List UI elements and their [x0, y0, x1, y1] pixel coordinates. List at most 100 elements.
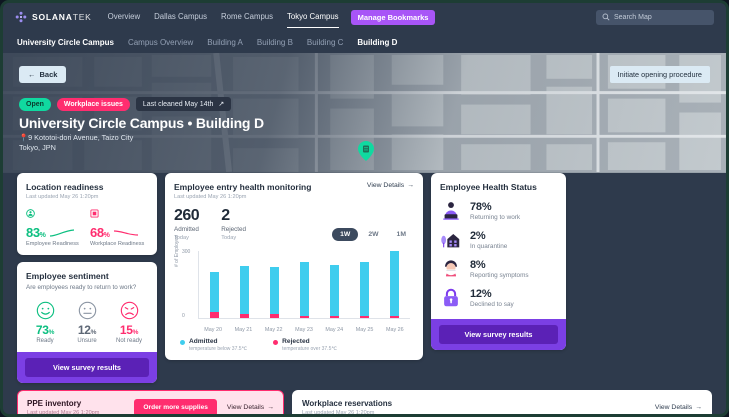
entry-monitoring-chart[interactable]: # of Employee 300 0 May 20 May 21 May 22 Ma… — [174, 235, 414, 333]
person-mask-icon — [445, 260, 457, 277]
reservations-view-details-label: View Details — [654, 403, 693, 411]
chart-x-tick-label: May 22 — [264, 327, 283, 333]
lock-icon — [444, 288, 458, 307]
subnav-item-building-b[interactable]: Building B — [256, 37, 293, 47]
manage-bookmarks-button[interactable]: Manage Bookmarks — [350, 9, 436, 25]
chart-bar[interactable] — [360, 251, 370, 318]
subnav-item-building-d[interactable]: Building D — [357, 37, 398, 47]
top-navigation-bar: SOLANATEK Overview Dallas Campus Rome Ca… — [3, 3, 726, 31]
search-input[interactable]: Search Map — [596, 9, 714, 25]
subnav-item-building-c[interactable]: Building C — [306, 37, 344, 47]
workplace-readiness-value: 68% — [90, 225, 110, 240]
status-badges: Open Workplace issues Last cleaned May 1… — [19, 97, 232, 111]
employee-sentiment-title: Employee sentiment — [26, 271, 109, 281]
initiate-opening-procedure-button[interactable]: Initiate opening procedure — [609, 66, 710, 83]
chart-ytick-max: 300 — [182, 249, 191, 255]
sentiment-ready: 73% Ready — [26, 301, 64, 344]
nav-item-rome-campus[interactable]: Rome Campus — [221, 12, 274, 21]
health-status-item-quarantine: 2% In quarantine — [440, 229, 557, 251]
sentiment-card-footer: View survey results — [17, 351, 157, 383]
chart-bar[interactable] — [209, 251, 219, 318]
legend-rejected-name: Rejected — [282, 338, 310, 345]
nav-item-tokyo-campus[interactable]: Tokyo Campus — [287, 6, 339, 28]
health-status-quarantine-label: In quarantine — [470, 243, 508, 250]
status-badge-last-cleaned[interactable]: Last cleaned May 14th ↗ — [135, 97, 232, 111]
health-status-symptoms-value: 8% — [470, 259, 486, 271]
employee-sentiment-card: Employee sentiment Are employees ready t… — [17, 262, 157, 383]
arrow-right-icon: → — [267, 403, 274, 411]
dashboard-main-row: Location readiness Last updated May 26 1… — [17, 173, 712, 383]
health-status-returning-label: Returning to work — [470, 214, 521, 221]
chart-x-tick-label: May 25 — [355, 327, 374, 333]
admitted-value: 260 — [174, 207, 200, 224]
middle-column: Employee entry health monitoring Last up… — [165, 173, 423, 360]
chart-bar[interactable] — [269, 251, 279, 318]
workplace-reservations-title: Workplace reservations — [302, 398, 393, 408]
status-badge-open: Open — [19, 97, 51, 111]
entry-monitoring-updated: Last updated May 26 1:20pm — [174, 194, 247, 200]
back-button[interactable]: ← Back — [19, 66, 67, 83]
health-status-symptoms-label: Reporting symptoms — [470, 272, 529, 279]
health-status-item-declined: 12% Declined to say — [440, 287, 557, 309]
range-2w-button[interactable]: 2W — [368, 231, 379, 238]
view-survey-results-button-sentiment[interactable]: View survey results — [25, 357, 149, 377]
legend-dot-rejected — [273, 340, 279, 345]
entry-health-monitoring-card: Employee entry health monitoring Last up… — [165, 173, 423, 360]
subnav-item-campus-overview[interactable]: Campus Overview — [127, 37, 194, 47]
nav-item-overview[interactable]: Overview — [107, 12, 141, 21]
map-pin-building-icon[interactable] — [358, 141, 374, 161]
back-button-label: Back — [39, 70, 58, 79]
health-status-returning-value: 78% — [470, 201, 492, 213]
chart-bar[interactable] — [239, 251, 249, 318]
external-link-icon: ↗ — [218, 101, 225, 108]
sentiment-not-ready: 15% Not ready — [110, 301, 148, 344]
health-status-quarantine-value: 2% — [470, 230, 486, 242]
view-details-ppe-inventory[interactable]: View Details → — [227, 404, 274, 411]
status-badge-workplace-issues[interactable]: Workplace issues — [56, 97, 130, 111]
chart-bar-segment-rejected — [239, 313, 249, 318]
view-details-entry-monitoring[interactable]: View Details → — [367, 182, 414, 189]
search-placeholder: Search Map — [614, 13, 652, 21]
view-details-workplace-reservations[interactable]: View Details → — [655, 404, 702, 411]
view-survey-results-button-health[interactable]: View survey results — [439, 325, 558, 344]
subnav-item-building-a[interactable]: Building A — [207, 37, 243, 47]
chart-bar[interactable] — [390, 251, 400, 318]
chart-bar-segment-rejected — [360, 316, 370, 318]
chart-x-tick-label: May 24 — [325, 327, 344, 333]
ppe-inventory-updated: Last updated May 26 1:20pm — [27, 409, 100, 416]
left-column: Location readiness Last updated May 26 1… — [17, 173, 157, 383]
dashboard-content: Location readiness Last updated May 26 1… — [3, 173, 726, 414]
chart-x-tick-label: May 21 — [234, 327, 253, 333]
building-address: 📍9 Kototoi-dori Avenue, Taizo City Tokyo… — [19, 133, 134, 152]
secondary-navigation-bar: University Circle Campus Campus Overview… — [3, 31, 726, 53]
entry-monitoring-stats: 260 Admitted Today 2 Rejected Today 1W — [174, 207, 414, 241]
chart-bar-segment-admitted — [269, 266, 279, 314]
location-pin-icon: 📍 — [19, 133, 29, 142]
chart-bar-segment-rejected — [330, 316, 340, 318]
legend-admitted-name: Admitted — [189, 338, 218, 345]
chart-bar[interactable] — [299, 251, 309, 318]
health-status-item-returning: 78% Returning to work — [440, 200, 557, 222]
range-1m-button[interactable]: 1M — [396, 231, 406, 238]
subnav-item-university-circle-campus[interactable]: University Circle Campus — [17, 37, 114, 47]
health-status-declined-label: Declined to say — [470, 301, 514, 308]
order-more-supplies-button[interactable]: Order more supplies — [134, 398, 217, 414]
range-1w-button[interactable]: 1W — [332, 228, 359, 241]
chart-bar[interactable] — [330, 251, 340, 318]
arrow-right-icon: → — [695, 403, 702, 411]
employee-readiness-metric: 83% Employee Readiness — [26, 207, 84, 247]
employee-health-status-card: Employee Health Status 78% — [431, 173, 566, 350]
admitted-stat: 260 Admitted Today — [174, 207, 200, 241]
legend-item-admitted: Admitted temperature below 37.5℃ — [180, 338, 247, 352]
ppe-inventory-card: PPE inventory Last updated May 26 1:20pm… — [17, 389, 284, 416]
nav-item-dallas-campus[interactable]: Dallas Campus — [154, 12, 208, 21]
admitted-sub: Today — [174, 235, 189, 241]
brand-logo[interactable]: SOLANATEK — [15, 11, 92, 23]
right-column: Employee Health Status 78% — [431, 173, 566, 350]
brand-name: SOLANATEK — [32, 12, 92, 22]
sentiment-ready-value: 73% — [35, 322, 55, 337]
workplace-reservations-card: Workplace reservations Last updated May … — [292, 389, 712, 414]
employee-sentiment-question: Are employees ready to return to work? — [26, 284, 137, 291]
health-status-declined-value: 12% — [470, 288, 492, 300]
